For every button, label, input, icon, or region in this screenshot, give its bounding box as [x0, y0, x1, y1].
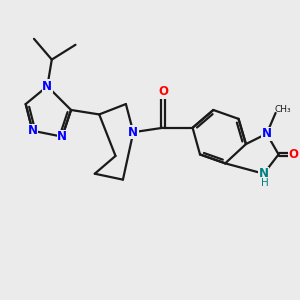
Text: N: N	[262, 127, 272, 140]
Text: N: N	[42, 80, 52, 93]
Text: N: N	[128, 126, 138, 139]
Text: N: N	[57, 130, 67, 143]
Text: CH₃: CH₃	[275, 106, 291, 115]
Text: N: N	[28, 124, 38, 137]
Text: N: N	[259, 167, 269, 180]
Text: O: O	[288, 148, 298, 161]
Text: O: O	[158, 85, 168, 98]
Text: H: H	[261, 178, 269, 188]
